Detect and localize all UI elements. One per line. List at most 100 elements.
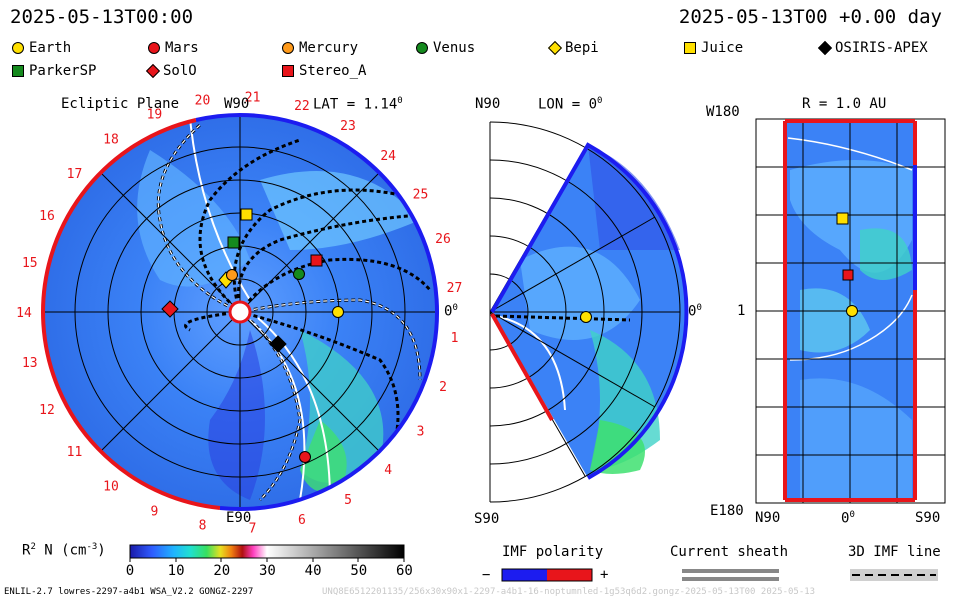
current-sheet	[249, 319, 306, 501]
w90-label: W90	[224, 96, 250, 112]
mercury-marker-icon	[226, 269, 238, 281]
footer-model-info: ENLIL-2.7 lowres-2297-a4b1 WSA_V2.2 GONG…	[4, 587, 254, 597]
lon-degree: 0	[597, 96, 603, 106]
sector-label: 20	[195, 93, 211, 108]
legend-label: Mercury	[299, 40, 359, 56]
density-region	[137, 150, 250, 287]
polarity-ring-negative	[41, 118, 221, 510]
legend-solo: SolO	[145, 63, 197, 79]
venus-marker-icon	[293, 268, 305, 280]
legend-label: Juice	[701, 40, 744, 56]
sector-label: 10	[103, 479, 119, 494]
ecliptic-title: Ecliptic Plane	[61, 96, 180, 112]
zero-value: 0	[444, 303, 453, 320]
polarity-swatch-frame	[501, 568, 593, 582]
colorbar-label-sup: 2	[30, 542, 36, 552]
ecliptic-plane-panel	[41, 113, 439, 511]
zero-value: 0	[688, 303, 697, 320]
sector-label: 5	[344, 493, 352, 508]
colorbar-label-unit: N (cm	[35, 542, 87, 559]
colorbar-tick-label: 0	[125, 563, 135, 579]
zero-degree: 0	[849, 510, 855, 520]
legend-label: Bepi	[565, 40, 599, 56]
radial-panel	[755, 118, 946, 504]
colorbar-tick-label: 40	[304, 563, 322, 579]
polarity-edge-positive	[490, 142, 689, 480]
imf-line-title: 3D IMF line	[848, 544, 941, 560]
colorbar-label-exp: -3	[86, 542, 98, 552]
lat-degree: 0	[397, 96, 403, 106]
footer-run-info: UNQ8E6512201135/256x30x90x1-2297-a4b1-16…	[322, 587, 816, 597]
legend-label: Earth	[29, 40, 72, 56]
sector-label: 18	[103, 133, 119, 148]
lon-value: LON = 0	[538, 96, 598, 113]
current-sheath-swatch	[682, 577, 779, 581]
colorbar-tick-label: 20	[213, 563, 231, 579]
polarity-minus-label: −	[482, 567, 491, 583]
juice-marker-icon	[836, 212, 849, 225]
juice-marker-icon	[684, 42, 696, 54]
sector-label: 8	[199, 519, 207, 534]
n90-label: N90	[475, 96, 501, 112]
sector-label: 17	[67, 167, 83, 182]
polarity-negative-swatch	[502, 569, 547, 581]
sector-label: 15	[22, 256, 38, 271]
osiris-apex-marker-icon	[269, 335, 287, 353]
imf-line	[495, 314, 631, 322]
legend-label: Mars	[165, 40, 199, 56]
meridional-zero-label: 00	[688, 303, 702, 320]
sun-icon	[228, 300, 252, 324]
legend-osiris-apex: OSIRIS-APEX	[817, 40, 928, 56]
sector-label: 4	[384, 463, 392, 478]
lon-label: LON = 00	[538, 96, 602, 113]
imf-polarity-title: IMF polarity	[502, 544, 604, 560]
legend-earth: Earth	[12, 40, 71, 56]
mars-marker-icon	[148, 42, 160, 54]
density-region	[208, 330, 265, 500]
polarity-ring-positive	[195, 113, 439, 511]
density-region	[588, 145, 680, 250]
legend-label: Stereo_A	[299, 63, 367, 79]
colorbar-tick-label: 50	[350, 563, 368, 579]
earth-marker-icon	[580, 311, 592, 323]
current-sheath-title: Current sheath	[670, 544, 789, 560]
parkersp-marker-icon	[227, 236, 240, 249]
sector-label: 3	[417, 425, 425, 440]
current-sheath-swatch	[682, 569, 779, 573]
radial-n90-label: N90	[755, 510, 781, 526]
legend-juice: Juice	[684, 40, 743, 56]
polarity-positive-swatch	[547, 569, 592, 581]
colorbar-tick-label: 60	[396, 563, 413, 579]
solo-marker-icon	[161, 300, 179, 318]
zero-degree: 0	[452, 303, 458, 313]
sector-label: 19	[147, 108, 163, 123]
earth-marker-icon	[12, 42, 24, 54]
sector-label: 27	[447, 281, 463, 296]
w180-label: W180	[706, 104, 740, 120]
zero-value: 0	[841, 510, 850, 527]
meridional-panel	[489, 121, 689, 503]
e90-label: E90	[226, 510, 252, 526]
legend-label: SolO	[163, 63, 197, 79]
venus-marker-icon	[416, 42, 428, 54]
colorbar-label-r: R	[22, 542, 31, 559]
lat-label: LAT = 1.140	[313, 96, 403, 113]
s90-label: S90	[474, 511, 500, 527]
density-region	[860, 228, 912, 280]
density-region	[800, 378, 912, 500]
density-region	[800, 288, 870, 353]
sector-label: 25	[413, 187, 429, 202]
colorbar-tick-label: 10	[167, 563, 185, 579]
earth-marker-icon	[332, 306, 344, 318]
radial-zero-label: 00	[841, 510, 855, 527]
sector-label: 13	[22, 356, 38, 371]
polarity-plus-label: +	[600, 567, 609, 583]
earth-marker-icon	[846, 305, 858, 317]
current-sheet	[257, 317, 331, 501]
legend-label: Venus	[433, 40, 476, 56]
legend-mars: Mars	[148, 40, 199, 56]
sector-label: 12	[39, 403, 55, 418]
radial-one-label: 1	[737, 303, 746, 319]
